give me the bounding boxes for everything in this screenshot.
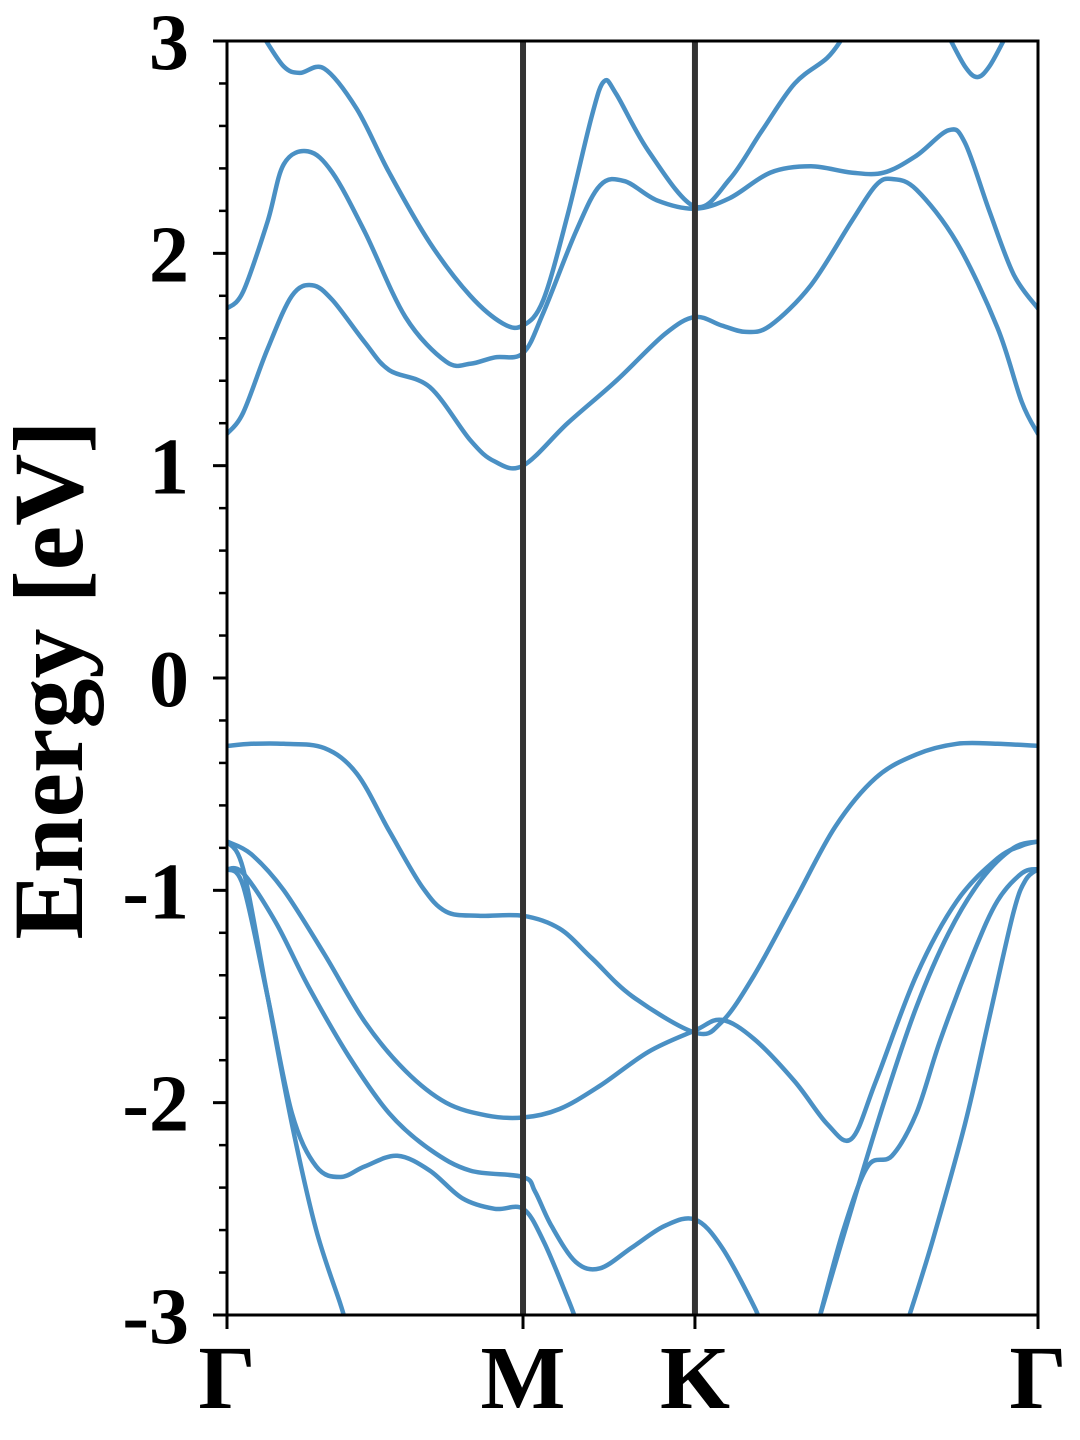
band-line <box>227 839 347 1315</box>
band-line <box>907 866 1038 1315</box>
band-lines <box>227 41 1038 1315</box>
y-tick-label: -3 <box>122 1273 189 1361</box>
x-tick-label: M <box>481 1329 566 1428</box>
y-axis-title: Energy [eV] <box>0 420 104 939</box>
band-line <box>263 41 844 331</box>
y-tick-labels: -3 -2 -1 0 1 2 3 <box>122 0 189 1361</box>
band-line <box>817 839 1038 1315</box>
band-line <box>227 839 1038 1144</box>
y-tick-label: -2 <box>122 1061 189 1149</box>
y-tick-label: 2 <box>149 211 189 299</box>
x-tick-label: Γ <box>1009 1329 1066 1428</box>
band-line <box>227 127 1038 369</box>
band-line <box>948 41 1006 80</box>
band-line <box>227 865 761 1315</box>
plot-frame <box>225 39 1040 1317</box>
y-major-ticks <box>213 39 227 1317</box>
band-line <box>227 740 1038 1037</box>
x-tick-label: Γ <box>198 1329 255 1428</box>
y-tick-label: 3 <box>149 0 189 87</box>
y-tick-label: 1 <box>149 424 189 512</box>
y-tick-label: -1 <box>122 848 189 936</box>
x-tick-marks <box>225 1315 1040 1329</box>
y-tick-label: 0 <box>149 636 189 724</box>
k-point-dividers <box>520 41 698 1315</box>
band-line <box>227 176 1038 471</box>
x-tick-label: K <box>660 1329 730 1428</box>
